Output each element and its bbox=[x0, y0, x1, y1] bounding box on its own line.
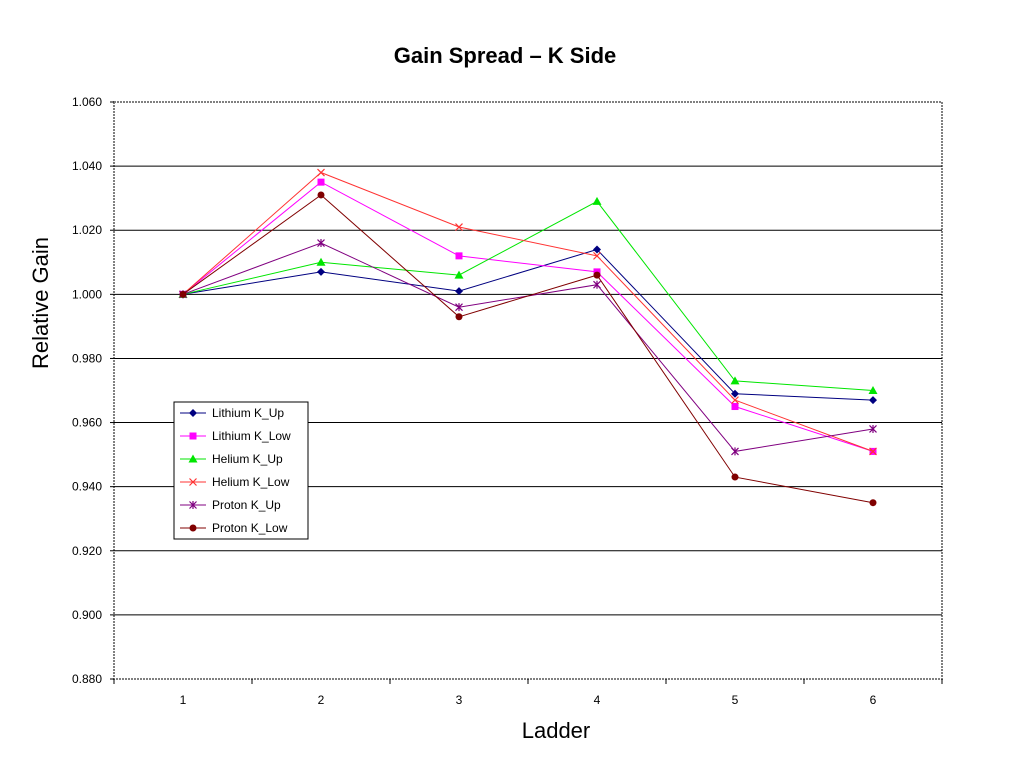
y-axis-ticks: 0.880 0.900 0.920 0.940 0.960 0.980 1.000 1.020… bbox=[72, 95, 114, 686]
data-point bbox=[189, 478, 197, 486]
legend-item: Helium K_Low bbox=[180, 475, 290, 489]
data-point bbox=[454, 270, 464, 279]
legend: Lithium K_Up Lithium K_Low Helium K_Up Heli… bbox=[173, 401, 309, 540]
y-tick-label: 0.880 bbox=[72, 672, 102, 686]
y-tick-label: 0.920 bbox=[72, 544, 102, 558]
series-line bbox=[182, 181, 874, 452]
y-tick-label: 0.960 bbox=[72, 416, 102, 430]
legend-box bbox=[173, 401, 309, 540]
series-group bbox=[179, 191, 877, 507]
chart-title: Gain Spread – K Side bbox=[394, 43, 617, 68]
legend-label: Lithium K_Low bbox=[212, 429, 291, 443]
x-axis-ticks: 1 2 3 4 5 6 bbox=[113, 679, 943, 707]
y-tick-label: 1.060 bbox=[72, 95, 102, 109]
data-point bbox=[731, 403, 739, 411]
series-line bbox=[182, 171, 874, 452]
x-axis-title: Ladder bbox=[522, 718, 591, 743]
data-point bbox=[731, 473, 739, 481]
series-line bbox=[182, 248, 874, 401]
series-line bbox=[182, 200, 874, 391]
x-tick-label: 1 bbox=[180, 693, 187, 707]
data-point bbox=[317, 239, 325, 248]
data-point bbox=[869, 499, 877, 507]
data-point bbox=[730, 376, 740, 385]
data-point bbox=[188, 454, 198, 463]
legend-item: Proton K_Up bbox=[180, 498, 281, 512]
data-point bbox=[593, 280, 601, 289]
legend-label: Lithium K_Up bbox=[212, 406, 284, 420]
data-point bbox=[455, 313, 463, 321]
plot-area bbox=[113, 101, 943, 680]
y-tick-label: 1.020 bbox=[72, 223, 102, 237]
data-point bbox=[731, 389, 739, 398]
data-point bbox=[189, 409, 197, 417]
x-tick-label: 6 bbox=[870, 693, 877, 707]
legend-label: Proton K_Low bbox=[212, 521, 288, 535]
legend-item: Proton K_Low bbox=[180, 521, 288, 535]
data-point bbox=[593, 245, 601, 254]
x-tick-label: 2 bbox=[318, 693, 325, 707]
x-tick-label: 4 bbox=[594, 693, 601, 707]
y-tick-label: 0.980 bbox=[72, 351, 102, 365]
data-point bbox=[869, 424, 877, 433]
data-point bbox=[455, 252, 463, 260]
legend-item: Lithium K_Up bbox=[180, 406, 284, 420]
data-point bbox=[731, 396, 739, 405]
data-point bbox=[189, 432, 197, 440]
x-tick-label: 5 bbox=[732, 693, 739, 707]
legend-item: Helium K_Up bbox=[180, 452, 283, 466]
y-tick-label: 0.900 bbox=[72, 608, 102, 622]
legend-item: Lithium K_Low bbox=[180, 429, 291, 443]
data-point bbox=[593, 251, 601, 260]
y-tick-label: 1.000 bbox=[72, 287, 102, 301]
data-point bbox=[869, 447, 877, 456]
y-tick-label: 0.940 bbox=[72, 480, 102, 494]
data-point bbox=[593, 271, 601, 279]
data-point bbox=[179, 290, 187, 298]
data-point bbox=[868, 386, 878, 394]
data-point bbox=[869, 396, 877, 405]
data-point bbox=[455, 287, 463, 296]
legend-label: Helium K_Up bbox=[212, 452, 283, 466]
y-tick-label: 1.040 bbox=[72, 159, 102, 173]
data-point bbox=[455, 303, 463, 312]
data-point bbox=[592, 196, 602, 205]
data-point bbox=[317, 191, 325, 199]
x-tick-label: 3 bbox=[456, 693, 463, 707]
series-layer bbox=[178, 168, 878, 507]
y-axis-title: Relative Gain bbox=[28, 237, 53, 369]
data-point bbox=[317, 168, 325, 177]
data-point bbox=[316, 257, 326, 266]
data-point bbox=[189, 524, 197, 532]
data-point bbox=[189, 501, 197, 509]
legend-label: Proton K_Up bbox=[212, 498, 281, 512]
data-point bbox=[731, 447, 739, 456]
data-point bbox=[317, 178, 325, 186]
data-point bbox=[455, 223, 463, 231]
legend-label: Helium K_Low bbox=[212, 475, 290, 489]
data-point bbox=[317, 267, 325, 276]
series-line bbox=[182, 194, 874, 504]
